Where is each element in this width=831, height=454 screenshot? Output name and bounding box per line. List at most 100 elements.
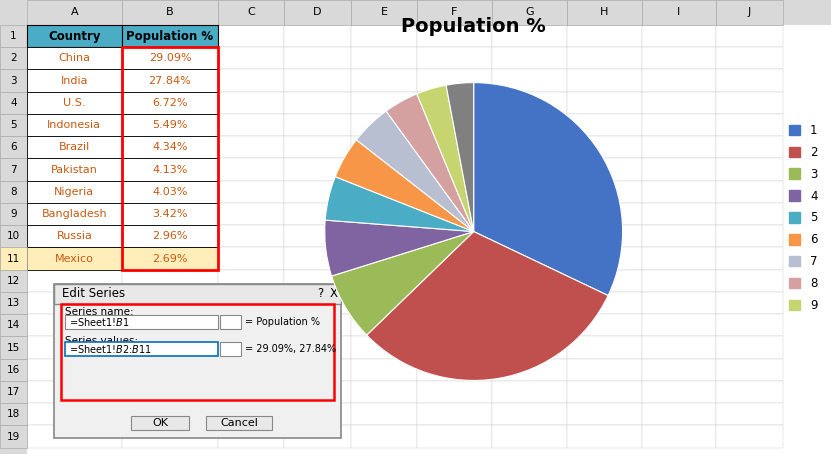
Wedge shape (332, 232, 474, 335)
Text: China: China (58, 53, 91, 64)
Text: 12: 12 (7, 276, 20, 286)
Bar (417, 114, 492, 136)
Bar (122, 136, 218, 158)
Bar (642, 0, 716, 25)
Bar (27, 25, 122, 47)
Bar (0, 47, 27, 69)
Bar (642, 158, 716, 181)
Bar (27, 136, 122, 158)
Bar (492, 92, 567, 114)
Bar (27, 247, 122, 270)
Bar (351, 381, 417, 403)
Bar (492, 336, 567, 359)
Bar (218, 203, 284, 225)
Bar (27, 314, 122, 336)
Bar (716, 181, 783, 203)
Text: Series name:: Series name: (65, 307, 134, 317)
Bar (206, 416, 273, 430)
Bar (0, 292, 27, 314)
Text: 2.69%: 2.69% (152, 253, 188, 264)
Bar (642, 359, 716, 381)
Bar (0, 225, 27, 247)
Bar (716, 292, 783, 314)
Bar (417, 136, 492, 158)
Bar (351, 247, 417, 270)
Bar (284, 158, 351, 181)
Bar (642, 92, 716, 114)
Text: 7: 7 (10, 164, 17, 175)
Bar (122, 47, 218, 270)
Text: 13: 13 (7, 298, 20, 308)
Bar (218, 381, 284, 403)
Text: = 29.09%, 27.84%: = 29.09%, 27.84% (245, 344, 337, 354)
Bar (567, 92, 642, 114)
Bar (27, 381, 122, 403)
Text: 18: 18 (7, 409, 20, 419)
Bar (0, 247, 27, 270)
Bar (27, 114, 122, 136)
Text: H: H (600, 7, 608, 18)
Text: 4.34%: 4.34% (152, 142, 188, 153)
Bar (642, 225, 716, 247)
Bar (122, 247, 218, 270)
Bar (0, 114, 27, 136)
Bar (417, 47, 492, 69)
Bar (492, 425, 567, 448)
Bar (284, 225, 351, 247)
Bar (492, 0, 567, 25)
Bar (130, 416, 189, 430)
Bar (567, 69, 642, 92)
Bar (122, 136, 218, 158)
Bar (122, 225, 218, 247)
Bar (54, 284, 341, 438)
Bar (417, 92, 492, 114)
Bar (567, 359, 642, 381)
Bar (642, 314, 716, 336)
Bar (0, 425, 27, 448)
Bar (284, 247, 351, 270)
Bar (351, 114, 417, 136)
Bar (642, 425, 716, 448)
Bar (218, 225, 284, 247)
Text: Bangladesh: Bangladesh (42, 209, 107, 219)
Bar (0, 0, 831, 25)
Text: U.S.: U.S. (63, 98, 86, 108)
Bar (122, 247, 218, 270)
Text: 4.03%: 4.03% (152, 187, 188, 197)
Bar (0, 0, 27, 454)
Bar (27, 292, 122, 314)
Bar (218, 425, 284, 448)
Text: = Population %: = Population % (245, 317, 320, 327)
Bar (122, 114, 218, 136)
Bar (122, 203, 218, 225)
Bar (642, 203, 716, 225)
Bar (122, 381, 218, 403)
Bar (417, 0, 492, 25)
Bar (122, 92, 218, 114)
Bar (218, 359, 284, 381)
Bar (27, 69, 122, 92)
Bar (122, 0, 218, 25)
Bar (716, 403, 783, 425)
Wedge shape (386, 94, 474, 232)
Bar (27, 158, 122, 181)
Bar (0, 270, 27, 292)
Text: 6.72%: 6.72% (152, 98, 188, 108)
Bar (122, 114, 218, 136)
Bar (351, 292, 417, 314)
Bar (284, 69, 351, 92)
Bar (492, 381, 567, 403)
Bar (122, 158, 218, 181)
Bar (492, 181, 567, 203)
Bar (716, 0, 783, 25)
Bar (0, 247, 27, 270)
Bar (351, 92, 417, 114)
Bar (0, 25, 27, 47)
Text: 17: 17 (7, 387, 20, 397)
Bar (417, 203, 492, 225)
Bar (284, 0, 351, 25)
Bar (716, 158, 783, 181)
Bar (122, 314, 218, 336)
Text: 10: 10 (7, 231, 20, 242)
Bar (218, 114, 284, 136)
